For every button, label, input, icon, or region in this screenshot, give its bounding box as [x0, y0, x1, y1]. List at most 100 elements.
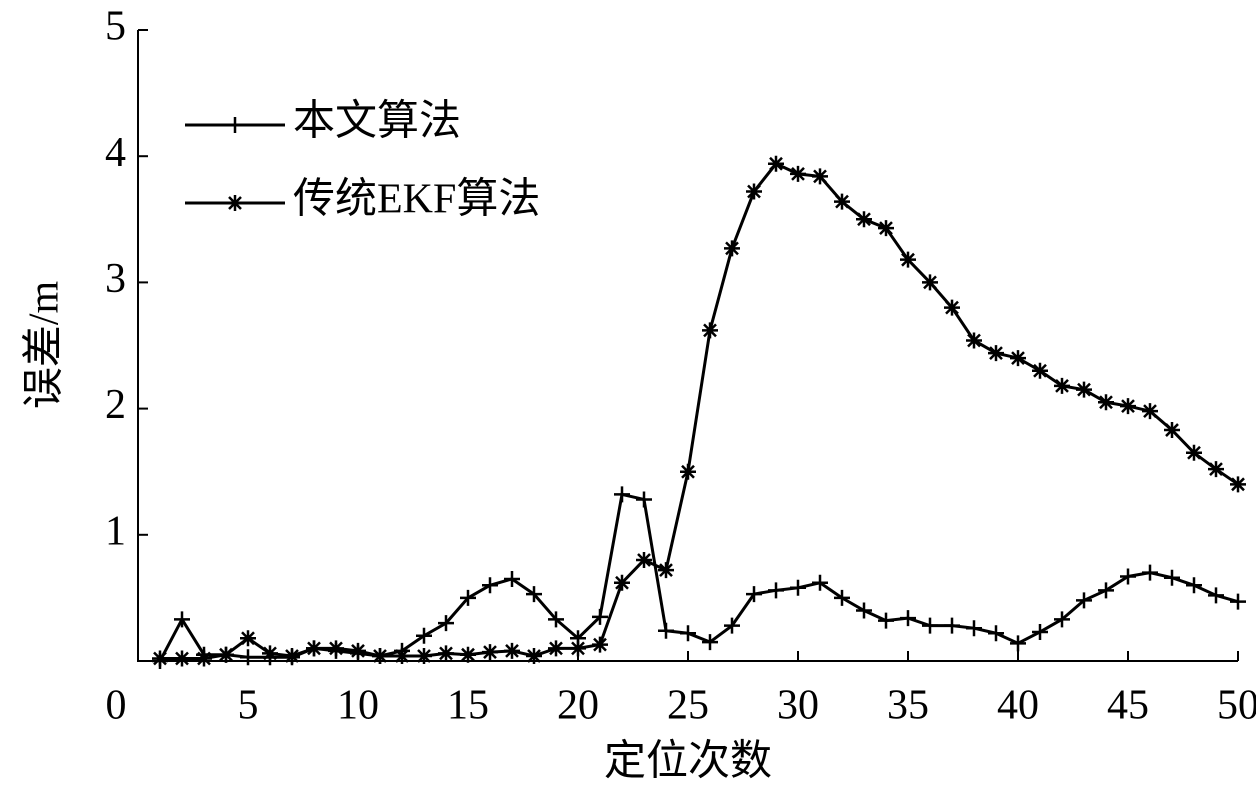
marker — [746, 183, 762, 200]
y-axis-title: 误差/m — [22, 281, 68, 410]
y-tick-label: 2 — [105, 382, 126, 428]
marker — [658, 622, 674, 639]
marker — [1186, 444, 1202, 461]
marker — [1164, 422, 1180, 439]
marker — [702, 634, 718, 651]
marker — [922, 617, 938, 634]
marker — [724, 617, 740, 634]
series-line — [158, 492, 1239, 662]
marker — [306, 640, 322, 657]
x-tick-label: 10 — [337, 683, 379, 729]
marker — [724, 240, 740, 257]
marker — [218, 646, 234, 663]
marker — [1076, 381, 1092, 398]
marker — [1142, 403, 1158, 420]
marker — [988, 625, 1004, 642]
marker — [196, 650, 212, 667]
marker — [988, 345, 1004, 362]
marker — [416, 627, 432, 644]
marker — [460, 589, 476, 606]
marker — [636, 491, 652, 508]
marker — [944, 299, 960, 316]
marker — [350, 642, 366, 659]
marker — [1208, 587, 1224, 604]
marker — [1186, 577, 1202, 594]
marker — [614, 574, 630, 591]
marker — [834, 589, 850, 606]
y-tick-label: 4 — [105, 130, 126, 176]
marker — [240, 630, 256, 647]
marker — [570, 640, 586, 657]
marker — [1076, 592, 1092, 609]
marker — [680, 463, 696, 480]
x-axis-title: 定位次数 — [604, 738, 772, 785]
y-tick-label: 3 — [105, 256, 126, 302]
legend-label: 传统EKF算法 — [293, 177, 540, 223]
marker — [790, 579, 806, 596]
marker — [1098, 582, 1114, 599]
marker — [504, 642, 520, 659]
marker — [768, 582, 784, 599]
marker — [262, 645, 278, 662]
x-tick-label: 25 — [667, 683, 709, 729]
marker — [482, 644, 498, 661]
marker — [284, 647, 300, 664]
marker — [768, 155, 784, 172]
legend-marker — [227, 195, 243, 211]
marker — [900, 251, 916, 268]
marker — [1010, 350, 1026, 367]
marker — [834, 193, 850, 210]
legend-marker — [227, 117, 243, 133]
marker — [152, 650, 168, 667]
marker — [1120, 398, 1136, 415]
marker — [658, 562, 674, 579]
marker — [746, 586, 762, 603]
marker — [394, 647, 410, 664]
marker — [1010, 635, 1026, 652]
marker — [1054, 377, 1070, 394]
marker — [416, 647, 432, 664]
marker — [702, 322, 718, 339]
x-tick-label: 20 — [557, 683, 599, 729]
marker — [812, 168, 828, 185]
marker — [1032, 623, 1048, 640]
marker — [922, 274, 938, 291]
marker — [680, 625, 696, 642]
marker — [1098, 394, 1114, 411]
marker — [526, 647, 542, 664]
marker — [944, 617, 960, 634]
marker — [1164, 569, 1180, 586]
x-tick-label: 15 — [447, 683, 489, 729]
y-tick-label: 5 — [105, 4, 126, 50]
legend-label: 本文算法 — [293, 98, 461, 145]
marker — [438, 615, 454, 632]
marker — [372, 647, 388, 664]
marker — [1120, 568, 1136, 585]
marker — [856, 211, 872, 228]
marker — [592, 636, 608, 653]
marker — [592, 608, 608, 625]
y-tick-label: 1 — [105, 508, 126, 554]
marker — [790, 165, 806, 182]
marker — [1032, 362, 1048, 379]
marker — [526, 586, 542, 603]
x-tick-label: 50 — [1217, 683, 1256, 729]
marker — [504, 570, 520, 587]
marker — [1054, 611, 1070, 628]
x-tick-label: 5 — [238, 683, 259, 729]
x-tick-label: 35 — [887, 683, 929, 729]
marker — [174, 650, 190, 667]
marker — [328, 640, 344, 657]
marker — [548, 640, 564, 657]
marker — [636, 552, 652, 569]
marker — [1142, 564, 1158, 581]
marker — [878, 612, 894, 629]
marker — [438, 645, 454, 662]
marker — [966, 332, 982, 349]
series-line — [160, 161, 1239, 660]
marker — [900, 610, 916, 627]
marker — [548, 611, 564, 628]
marker — [614, 486, 630, 503]
